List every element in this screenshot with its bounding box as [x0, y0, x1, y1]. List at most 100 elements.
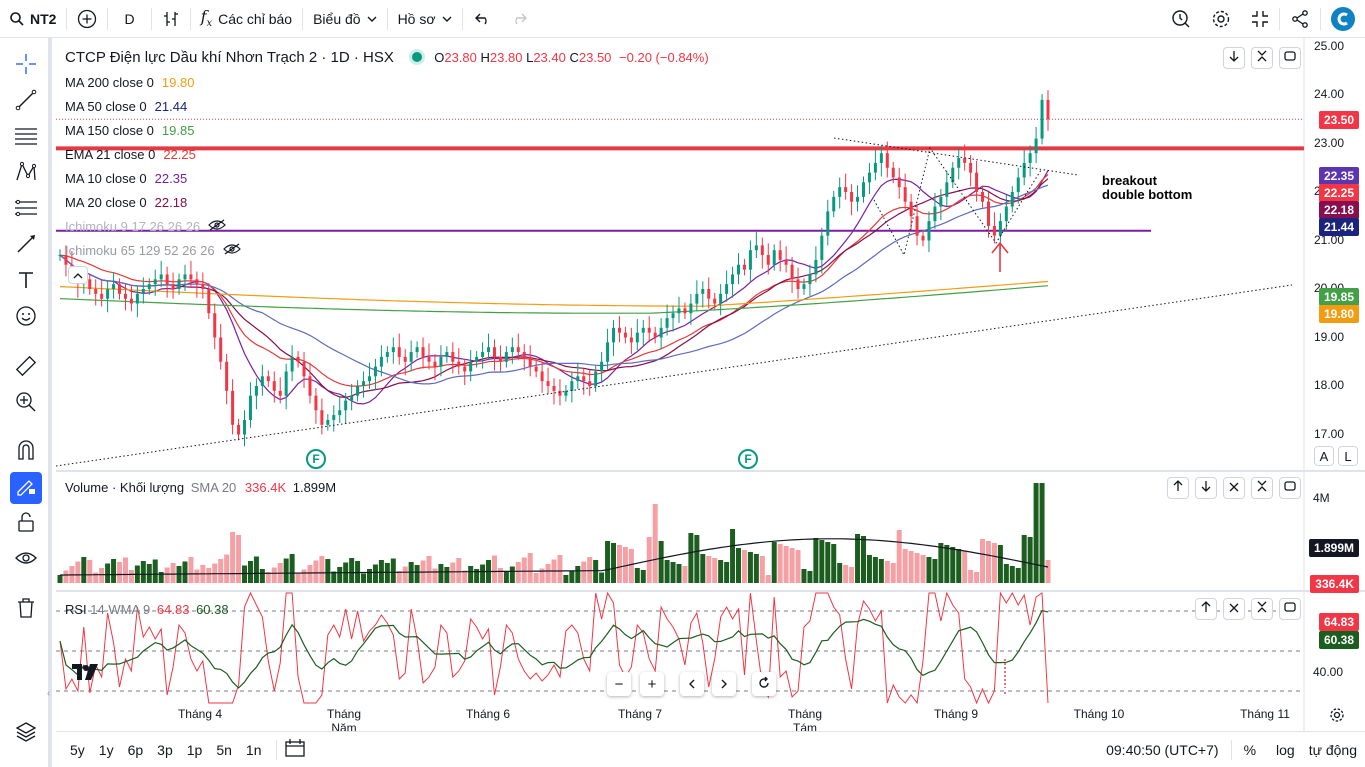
brush-tool[interactable] [10, 230, 42, 262]
chart-type-menu[interactable]: Biểu đồ [303, 0, 386, 38]
candle-body [1022, 162, 1026, 178]
crosshair-tool[interactable] [10, 50, 42, 82]
share-button[interactable] [1280, 0, 1320, 38]
candle-body [385, 352, 389, 357]
arrow-up-marker[interactable] [991, 241, 1009, 272]
undo-button[interactable] [463, 0, 503, 38]
range-button-5n[interactable]: 5n [216, 741, 232, 758]
volume-bar [295, 574, 301, 583]
indicator-legend-row[interactable]: MA 200 close 0 19.80 [65, 75, 194, 91]
range-button-5y[interactable]: 5y [70, 741, 85, 758]
candle-body [725, 284, 729, 294]
candle-body [594, 371, 598, 386]
time-axis-settings-button[interactable] [1329, 707, 1345, 728]
interval-button[interactable]: D [108, 0, 150, 38]
text-tool[interactable] [10, 266, 42, 298]
double-bottom-pattern[interactable] [873, 146, 1042, 257]
zoom-in-icon [15, 391, 37, 418]
neckline[interactable] [833, 137, 1079, 176]
magnet-tool[interactable] [10, 436, 42, 468]
lock-drawings-tool[interactable] [10, 472, 42, 504]
fib-tool[interactable] [10, 122, 42, 154]
symbol-search-button[interactable]: NT2 [0, 0, 66, 38]
profile-menu[interactable]: Hồ sơ [388, 0, 462, 38]
indicator-legend-row[interactable]: MA 20 close 0 22.18 [65, 195, 187, 211]
chart-title[interactable]: CTCP Điện lực Dầu khí Nhơn Trạch 2 · 1D … [65, 49, 394, 66]
uptrend-line[interactable] [56, 284, 1293, 467]
volume-maximize-button[interactable] [1279, 477, 1301, 499]
scroll-left-button[interactable] [680, 672, 704, 696]
redo-button[interactable] [503, 0, 535, 38]
event-flag-marker[interactable]: F [306, 449, 326, 469]
eye-hidden-icon[interactable] [208, 219, 227, 234]
volume-collapse-button[interactable] [1251, 477, 1273, 499]
eye-hidden-icon[interactable] [222, 243, 241, 258]
annotation-text[interactable]: breakout double bottom [1102, 173, 1193, 202]
rsi-maximize-button[interactable] [1279, 598, 1301, 620]
indicators-button[interactable]: fx Các chỉ báo [191, 0, 303, 38]
auto-scale-button[interactable]: A [1314, 446, 1334, 466]
chart-type-label: Biểu đồ [313, 10, 361, 27]
volume-bar [289, 554, 295, 583]
maximize-button[interactable] [1279, 47, 1301, 69]
volume-bar [337, 567, 343, 583]
settings-button[interactable] [1201, 0, 1241, 38]
indicator-legend-row[interactable]: Ichimoku 65 129 52 26 26 [65, 243, 241, 259]
calendar-icon [285, 739, 306, 760]
object-tree-button[interactable] [10, 718, 42, 750]
chart-canvas[interactable] [56, 38, 1365, 731]
divider [189, 7, 191, 30]
indicator-legend-row[interactable]: MA 10 close 0 22.35 [65, 171, 187, 187]
move-down-button[interactable] [1223, 47, 1245, 69]
range-button-6p[interactable]: 6p [127, 741, 144, 758]
volume-bar [122, 557, 128, 583]
pattern-tool[interactable] [10, 158, 42, 190]
legend-toggle-button[interactable] [68, 266, 88, 284]
range-button-1n[interactable]: 1n [245, 741, 262, 758]
candle-body [237, 424, 241, 435]
auto-toggle[interactable]: tự động [1308, 741, 1357, 758]
remove-drawings-tool[interactable] [10, 594, 42, 626]
price-tag: 19.80 [1318, 305, 1359, 323]
range-button-3p[interactable]: 3p [157, 741, 173, 758]
volume-close-button[interactable] [1223, 477, 1245, 499]
rsi-close-button[interactable] [1223, 598, 1245, 620]
volume-move-down-button[interactable] [1195, 477, 1217, 499]
zoom-out-button[interactable]: − [607, 672, 631, 696]
compare-button[interactable] [67, 0, 107, 38]
log-scale-button[interactable]: L [1338, 446, 1358, 466]
indicator-legend-row[interactable]: EMA 21 close 0 22.25 [65, 147, 196, 163]
zoom-tool[interactable] [10, 388, 42, 420]
log-toggle[interactable]: log [1276, 741, 1295, 758]
event-flag-marker[interactable]: F [738, 449, 758, 469]
sidebar-collapse-handle[interactable]: ‹ [47, 688, 51, 699]
rsi-collapse-button[interactable] [1251, 598, 1273, 620]
lock-tool[interactable] [10, 508, 42, 540]
range-button-1p[interactable]: 1p [186, 741, 203, 758]
volume-bar [474, 569, 480, 583]
visibility-tool[interactable] [10, 544, 42, 576]
clock-time[interactable]: 09:40:50 (UTC+7) [1106, 741, 1219, 758]
ruler-tool[interactable] [10, 352, 42, 384]
tradingview-logo[interactable] [72, 664, 98, 685]
volume-bar [938, 543, 944, 583]
collapse-button[interactable] [1251, 47, 1273, 69]
reset-chart-button[interactable] [752, 672, 776, 696]
bar-type-button[interactable] [152, 0, 190, 38]
date-range-button[interactable] [285, 739, 306, 760]
indicator-legend-row[interactable]: Ichimoku 9 17 26 26 26 [65, 219, 227, 235]
indicator-legend-row[interactable]: MA 150 close 0 19.85 [65, 123, 194, 139]
percent-toggle[interactable]: % [1243, 741, 1257, 758]
volume-move-up-button[interactable] [1167, 477, 1189, 499]
multi-line-tool[interactable] [10, 194, 42, 226]
trendline-tool[interactable] [10, 86, 42, 118]
zoom-in-button[interactable]: + [640, 672, 664, 696]
emoji-tool[interactable] [10, 302, 42, 334]
rsi-move-up-button[interactable] [1195, 598, 1217, 620]
alert-button[interactable] [1161, 0, 1201, 38]
logo-button[interactable] [1321, 0, 1365, 38]
fullscreen-button[interactable] [1241, 0, 1279, 38]
range-button-1y[interactable]: 1y [98, 741, 114, 758]
scroll-right-button[interactable] [712, 672, 736, 696]
indicator-legend-row[interactable]: MA 50 close 0 21.44 [65, 99, 187, 115]
